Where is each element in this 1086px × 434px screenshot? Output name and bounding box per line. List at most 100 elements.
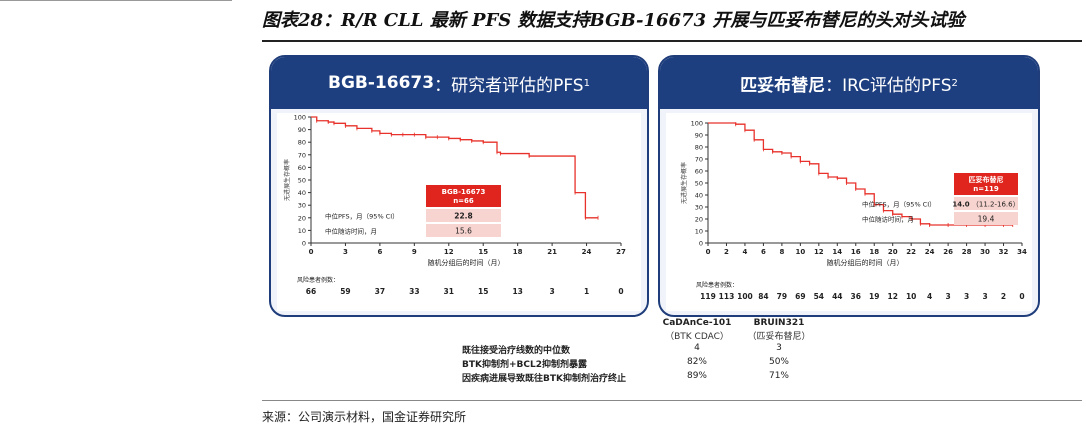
at-risk-count: 44 — [832, 292, 842, 301]
x-tick-label: 15 — [478, 248, 488, 256]
summary-row-label: 中位PFS，月（95% CI） — [862, 200, 936, 209]
summary-median-followup: 19.4 — [978, 215, 995, 224]
y-tick-label: 40 — [298, 189, 306, 197]
at-risk-count: 37 — [375, 287, 385, 296]
at-risk-count: 10 — [906, 292, 916, 301]
x-tick-label: 34 — [1017, 248, 1027, 256]
table-col1-header: CaDAnCe-101 — [662, 318, 732, 328]
table-cell: 71% — [768, 371, 789, 381]
y-tick-label: 100 — [294, 114, 306, 122]
right-heading-rest: ：IRC评估的PFS — [825, 75, 952, 96]
x-axis-label: 随机分组后的时间（月） — [428, 258, 505, 267]
at-risk-count: 100 — [737, 292, 753, 301]
y-tick-label: 90 — [298, 126, 306, 134]
table-row-label: 因疾病进展导致既往BTK抑制剂治疗终止 — [462, 374, 626, 384]
at-risk-count: 0 — [1019, 292, 1024, 301]
left-chart-panel: BGB-16673 ：研究者评估的PFS 1 0 10 20 30 40 50 60 70 80… — [269, 55, 649, 317]
x-tick-label: 18 — [513, 248, 523, 256]
at-risk-count: 12 — [887, 292, 897, 301]
at-risk-count: 3 — [964, 292, 969, 301]
left-heading-rest: ：研究者评估的PFS — [434, 75, 584, 96]
table-cell: 4 — [694, 343, 700, 353]
summary-median-pfs: 14.0 （11.2-16.6） — [952, 201, 1019, 209]
table-cell: 50% — [768, 357, 789, 367]
y-tick-label: 60 — [298, 164, 306, 172]
table-col1-sub: （BTK CDAC） — [665, 332, 729, 342]
y-tick-label: 60 — [695, 168, 703, 176]
x-tick-label: 28 — [962, 248, 972, 256]
y-axis-label: 无进展生存概率 — [283, 159, 291, 201]
y-tick-label: 10 — [298, 227, 306, 235]
y-tick-label: 40 — [695, 192, 703, 200]
y-tick-label: 80 — [695, 144, 703, 152]
at-risk-count: 15 — [478, 287, 488, 296]
left-heading-bold: BGB-16673 — [328, 73, 435, 93]
table-row-label: BTK抑制剂+BCL2抑制剂暴露 — [462, 360, 587, 370]
summary-row-label: 中位PFS，月（95% CI） — [325, 212, 399, 221]
summary-box-title: 匹妥布替尼 — [969, 175, 1004, 184]
at-risk-label: 风险患者例数： — [696, 281, 738, 289]
summary-box-row — [426, 224, 501, 237]
at-risk-count: 36 — [851, 292, 861, 301]
right-heading-sup: 2 — [951, 77, 958, 89]
y-tick-label: 10 — [695, 228, 703, 236]
x-tick-label: 0 — [309, 248, 314, 256]
table-cell: 82% — [686, 357, 707, 367]
summary-box-n: n=66 — [453, 197, 474, 205]
at-risk-count: 0 — [618, 287, 623, 296]
y-tick-label: 100 — [691, 120, 703, 128]
x-axis-label: 随机分组后的时间（月） — [827, 258, 904, 267]
right-panel-heading: 匹妥布替尼 ：IRC评估的PFS 2 — [660, 57, 1038, 109]
at-risk-count: 13 — [512, 287, 522, 296]
summary-box-n: n=119 — [973, 185, 999, 193]
at-risk-count: 66 — [306, 287, 316, 296]
x-tick-label: 20 — [888, 248, 898, 256]
at-risk-count: 113 — [719, 292, 735, 301]
y-tick-label: 50 — [298, 177, 306, 185]
at-risk-count: 3 — [550, 287, 555, 296]
at-risk-count: 33 — [409, 287, 419, 296]
summary-row-label: 中位随访时间，月 — [862, 215, 914, 224]
y-tick-label: 20 — [298, 214, 306, 222]
bottom-rule — [262, 400, 1082, 401]
x-tick-label: 26 — [943, 248, 953, 256]
at-risk-count: 59 — [340, 287, 350, 296]
table-cell: 3 — [776, 343, 782, 353]
x-tick-label: 3 — [343, 248, 348, 256]
at-risk-count: 2 — [1001, 292, 1006, 301]
x-tick-label: 2 — [724, 248, 729, 256]
x-tick-label: 8 — [779, 248, 784, 256]
at-risk-count: 1 — [584, 287, 589, 296]
summary-median-pfs: 22.8 — [454, 212, 473, 221]
x-tick-label: 4 — [743, 248, 748, 256]
y-tick-label: 30 — [695, 204, 703, 212]
summary-box-title: BGB-16673 — [442, 188, 486, 196]
at-risk-count: 79 — [777, 292, 787, 301]
y-tick-label: 90 — [695, 132, 703, 140]
figure-title: 图表28：R/R CLL 最新 PFS 数据支持BGB-16673 开展与匹妥布… — [262, 10, 965, 31]
table-col2-sub: （匹妥布替尼） — [747, 332, 811, 342]
summary-box-row — [954, 197, 1018, 210]
y-axis-label: 无进展生存概率 — [680, 162, 688, 204]
right-heading-bold: 匹妥布替尼 — [740, 75, 826, 96]
left-heading-sup: 1 — [583, 77, 590, 89]
x-tick-label: 6 — [761, 248, 766, 256]
sidebar-rule — [0, 0, 232, 1]
at-risk-count: 84 — [758, 292, 768, 301]
x-tick-label: 0 — [706, 248, 711, 256]
summary-median-followup: 15.6 — [455, 227, 472, 236]
summary-row-label: 中位随访时间，月 — [325, 227, 377, 236]
y-tick-label: 80 — [298, 139, 306, 147]
x-tick-label: 12 — [444, 248, 454, 256]
at-risk-count: 54 — [814, 292, 824, 301]
x-tick-label: 32 — [999, 248, 1009, 256]
y-tick-label: 70 — [695, 156, 703, 164]
at-risk-count: 69 — [795, 292, 805, 301]
y-tick-label: 0 — [699, 240, 703, 248]
table-cell: 89% — [686, 371, 707, 381]
left-panel-heading: BGB-16673 ：研究者评估的PFS 1 — [271, 57, 647, 109]
x-tick-label: 18 — [869, 248, 879, 256]
x-tick-label: 24 — [582, 248, 592, 256]
x-tick-label: 14 — [832, 248, 842, 256]
